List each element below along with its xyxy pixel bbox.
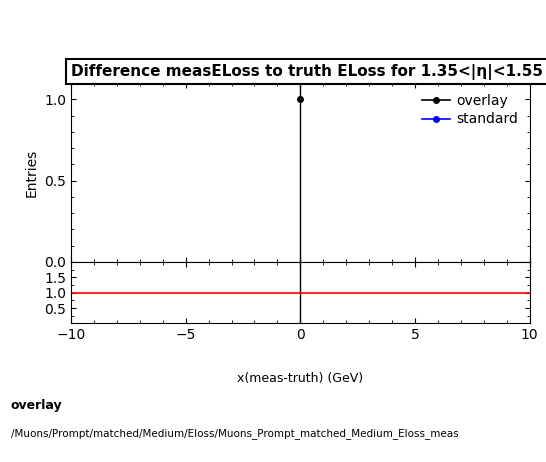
Legend: overlay, standard: overlay, standard [418, 90, 523, 131]
Y-axis label: Entries: Entries [25, 148, 39, 197]
Text: /Muons/Prompt/matched/Medium/Eloss/Muons_Prompt_matched_Medium_Eloss_meas: /Muons/Prompt/matched/Medium/Eloss/Muons… [11, 429, 459, 439]
Text: x(meas-truth) (GeV): x(meas-truth) (GeV) [238, 372, 363, 385]
Text: Difference measELoss to truth ELoss for 1.35<|η|<1.55: Difference measELoss to truth ELoss for … [71, 64, 543, 79]
Text: overlay: overlay [11, 399, 63, 412]
